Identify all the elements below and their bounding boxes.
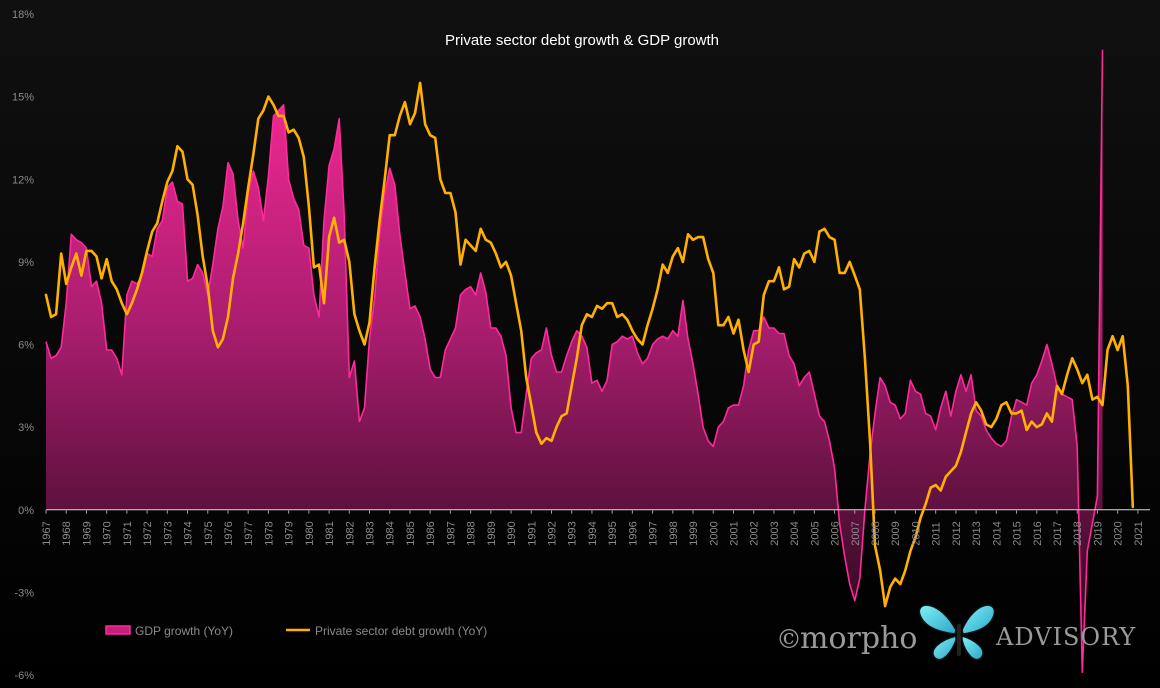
x-tick-label: 1991 xyxy=(526,521,538,545)
x-tick-label: 1979 xyxy=(284,521,296,545)
x-tick-label: 2019 xyxy=(1092,521,1104,545)
x-tick-label: 2017 xyxy=(1052,521,1064,545)
x-tick-label: 1974 xyxy=(183,521,195,545)
x-tick-label: 1968 xyxy=(61,521,73,545)
x-tick-label: 1988 xyxy=(466,521,478,545)
x-tick-label: 2004 xyxy=(789,521,801,545)
x-tick-label: 2020 xyxy=(1113,521,1125,545)
brand-text-right: ADVISORY xyxy=(995,623,1136,651)
gdp-series xyxy=(45,49,1104,673)
x-tick-label: 1995 xyxy=(607,521,619,545)
x-tick-label: 2008 xyxy=(870,521,882,545)
x-tick-label: 1984 xyxy=(385,521,397,545)
x-tick-label: 2000 xyxy=(708,521,720,545)
x-tick-label: 2013 xyxy=(971,521,983,545)
x-tick-label: 1977 xyxy=(243,521,255,545)
x-tick-label: 2010 xyxy=(910,521,922,545)
x-tick-label: 1998 xyxy=(668,521,680,545)
x-tick-label: 2006 xyxy=(830,521,842,545)
x-tick-label: 1975 xyxy=(203,521,215,545)
x-tick-label: 2005 xyxy=(809,521,821,545)
y-tick-label: 3% xyxy=(18,422,34,434)
x-tick-label: 2021 xyxy=(1133,521,1145,545)
x-tick-label: 1994 xyxy=(587,521,599,545)
y-tick-label: 0% xyxy=(18,505,34,517)
x-tick-label: 1997 xyxy=(648,521,660,545)
x-tick-label: 1973 xyxy=(162,521,174,545)
debt-series xyxy=(44,81,1135,608)
x-tick-label: 1976 xyxy=(223,521,235,545)
x-tick-label: 1989 xyxy=(486,521,498,545)
y-tick-label: -6% xyxy=(14,670,34,682)
brand-text-left: morpho xyxy=(800,621,917,656)
legend: GDP growth (YoY) Private sector debt gro… xyxy=(105,624,487,638)
y-tick-label: 15% xyxy=(12,92,34,104)
butterfly-logo xyxy=(918,604,996,661)
x-tick-label: 1987 xyxy=(445,521,457,545)
x-tick-label: 1996 xyxy=(627,521,639,545)
legend-label-debt: Private sector debt growth (YoY) xyxy=(315,624,487,638)
x-tick-label: 1969 xyxy=(81,521,93,545)
x-tick-label: 1967 xyxy=(41,521,53,545)
x-tick-label: 1982 xyxy=(344,521,356,545)
x-tick-label: 2003 xyxy=(769,521,781,545)
brand-copyright: © xyxy=(776,625,802,655)
x-tick-label: 2014 xyxy=(991,521,1003,545)
x-tick-label: 1981 xyxy=(324,521,336,545)
x-tick-label: 1992 xyxy=(546,521,558,545)
x-tick-label: 1972 xyxy=(142,521,154,545)
gdp-area xyxy=(46,49,1103,673)
legend-label-gdp: GDP growth (YoY) xyxy=(135,624,233,638)
y-tick-label: 12% xyxy=(12,174,34,186)
y-axis: -6% -3% 0% 3% 6% 9% 12% 15% 18% xyxy=(12,9,34,682)
x-tick-label: 1993 xyxy=(567,521,579,545)
x-tick-label: 1999 xyxy=(688,521,700,545)
x-tick-label: 2002 xyxy=(749,521,761,545)
x-tick-label: 2015 xyxy=(1012,521,1024,545)
x-tick-label: 1971 xyxy=(122,521,134,545)
y-tick-label: -3% xyxy=(14,587,34,599)
x-tick-label: 2018 xyxy=(1072,521,1084,545)
x-tick-label: 2012 xyxy=(951,521,963,545)
x-tick-label: 1985 xyxy=(405,521,417,545)
x-tick-label: 1970 xyxy=(102,521,114,545)
x-tick-label: 2016 xyxy=(1032,521,1044,545)
debt-line xyxy=(44,81,1135,608)
x-tick-label: 2001 xyxy=(728,521,740,545)
x-tick-label: 2009 xyxy=(890,521,902,545)
y-tick-label: 18% xyxy=(12,9,34,21)
x-axis: 1967 1968 1969 1970 1971 1972 1973 1974 1975 1976… xyxy=(41,509,1145,546)
x-tick-label: 1983 xyxy=(365,521,377,545)
x-tick-label: 2007 xyxy=(850,521,862,545)
x-tick-label: 1980 xyxy=(304,521,316,545)
gdp-line xyxy=(45,49,1104,673)
y-tick-label: 9% xyxy=(18,257,34,269)
legend-swatch-gdp xyxy=(105,625,131,635)
x-tick-label: 1990 xyxy=(506,521,518,545)
x-tick-label: 1978 xyxy=(263,521,275,545)
x-tick-label: 2011 xyxy=(931,522,943,546)
x-tick-label: 1986 xyxy=(425,521,437,545)
brand-watermark: © morpho ADVISORY xyxy=(776,604,1136,661)
y-tick-label: 6% xyxy=(18,340,34,352)
chart-title: Private sector debt growth & GDP growth xyxy=(445,32,719,49)
